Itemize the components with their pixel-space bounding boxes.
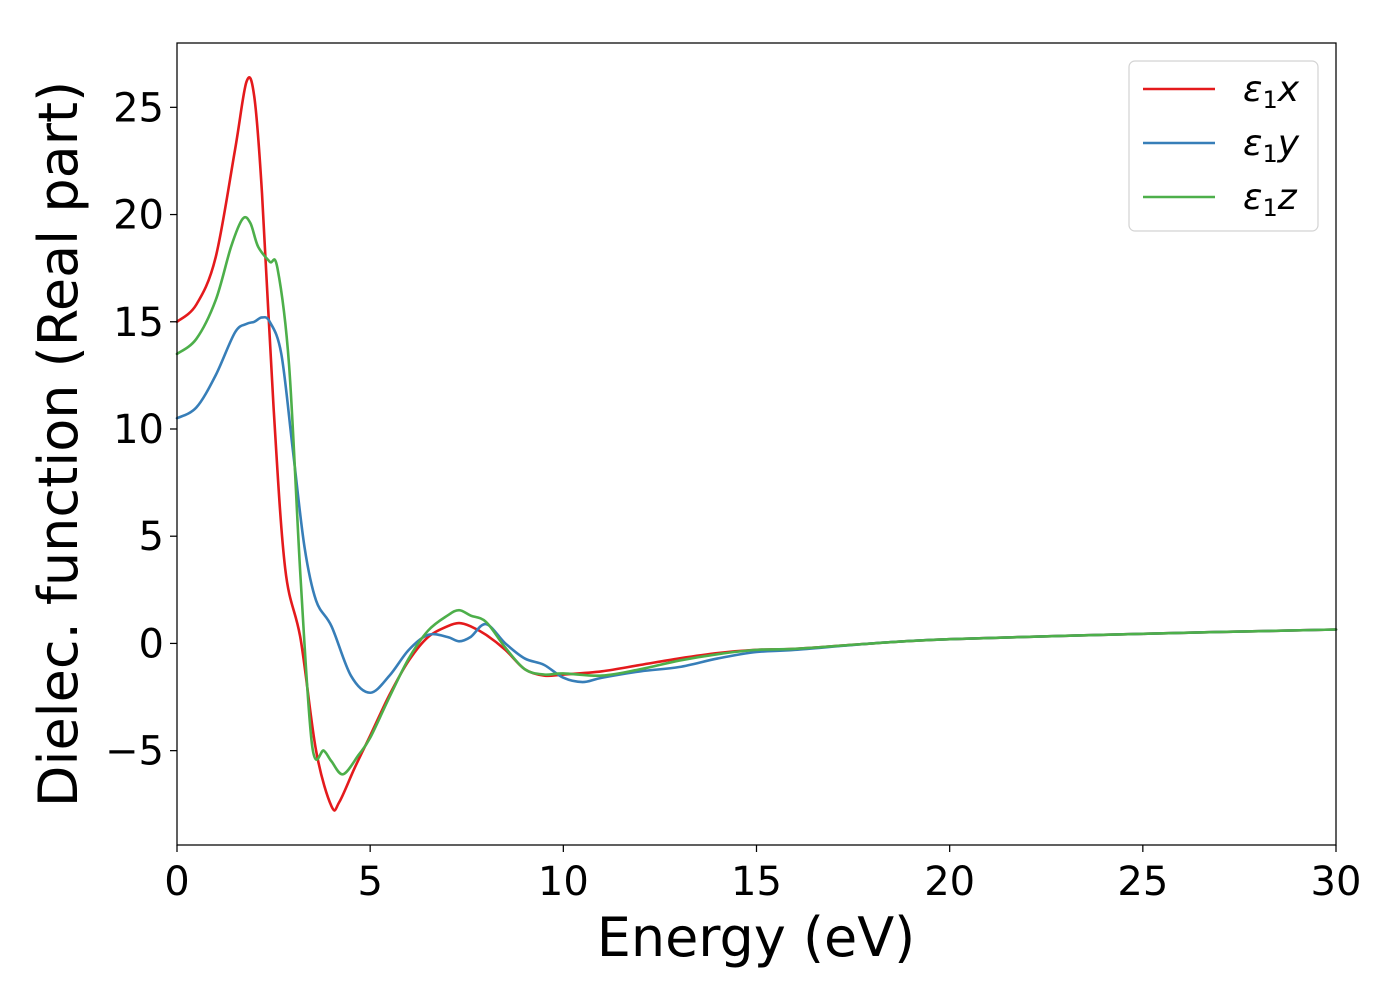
x-tick-label: 0 xyxy=(164,859,189,905)
y-tick-label: −5 xyxy=(105,729,164,775)
x-tick-label: 15 xyxy=(731,859,782,905)
legend: ε1x ε1y ε1z xyxy=(1128,60,1319,232)
x-axis-label: Energy (eV) xyxy=(597,906,916,969)
x-tick-label: 5 xyxy=(357,859,382,905)
y-tick-label: 10 xyxy=(113,407,164,453)
x-tick-label: 30 xyxy=(1311,859,1362,905)
legend-frame xyxy=(1128,60,1319,232)
legend-label-y: ε1y xyxy=(1243,123,1300,168)
series-layer xyxy=(175,76,1338,812)
y-tick-label: 20 xyxy=(113,193,164,239)
legend-label-z: ε1z xyxy=(1243,177,1298,222)
legend-label-x: ε1x xyxy=(1243,69,1300,114)
y-tick-label: 5 xyxy=(139,514,164,560)
y-tick-label: 25 xyxy=(113,85,164,131)
y-axis-ticks: −5 0 5 10 15 20 25 xyxy=(105,85,177,775)
series-line-z xyxy=(175,215,1338,776)
y-tick-label: 0 xyxy=(139,621,164,667)
y-tick-label: 15 xyxy=(113,300,164,346)
y-axis-label: Dielec. function (Real part) xyxy=(27,81,90,807)
x-tick-label: 25 xyxy=(1117,859,1168,905)
x-tick-label: 10 xyxy=(538,859,589,905)
series-line-y xyxy=(175,315,1338,695)
x-tick-label: 20 xyxy=(924,859,975,905)
x-axis-ticks: 0 5 10 15 20 25 30 xyxy=(164,845,1361,905)
